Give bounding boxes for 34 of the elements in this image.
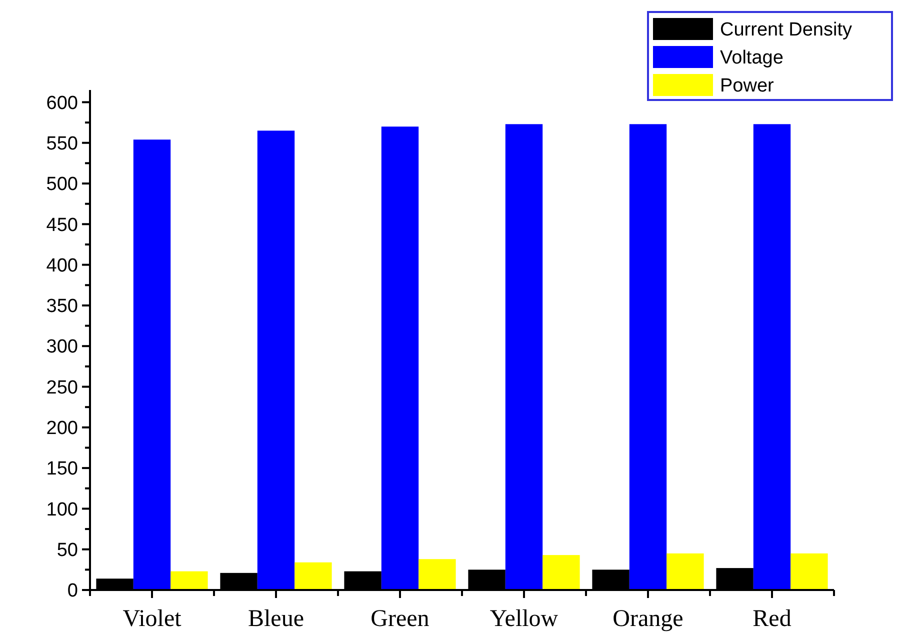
y-tick-label: 0 — [67, 580, 78, 602]
y-tick-label: 400 — [46, 255, 78, 276]
y-tick-label: 300 — [46, 336, 78, 358]
legend-label: Current Density — [720, 20, 852, 41]
y-tick-label: 150 — [46, 458, 78, 480]
bar — [790, 553, 828, 590]
y-tick-label: 50 — [56, 540, 78, 561]
x-tick-label: Orange — [612, 606, 684, 632]
bar — [753, 124, 791, 590]
x-tick-label: Green — [370, 606, 430, 632]
y-tick-label: 200 — [46, 418, 78, 440]
x-tick-label: Red — [752, 606, 792, 632]
y-tick-label: 550 — [46, 133, 78, 154]
y-tick-label: 450 — [46, 214, 78, 236]
y-tick-label: 500 — [46, 174, 78, 196]
bar — [629, 124, 667, 590]
y-tick-label: 100 — [46, 499, 78, 520]
legend-label: Voltage — [720, 48, 784, 69]
bar — [381, 126, 419, 590]
bar — [418, 559, 456, 590]
bar — [257, 130, 295, 590]
bar — [294, 562, 332, 590]
legend-label: Power — [720, 76, 775, 97]
bar — [133, 140, 171, 590]
bar — [542, 555, 580, 590]
x-tick-label: Bleue — [248, 606, 304, 632]
bar — [666, 553, 704, 590]
y-tick-label: 600 — [46, 92, 78, 114]
bar — [505, 124, 543, 590]
x-tick-label: Yellow — [490, 606, 559, 632]
y-tick-label: 250 — [46, 377, 78, 398]
x-tick-label: Violet — [122, 606, 182, 632]
y-tick-label: 350 — [46, 296, 78, 318]
bar — [170, 571, 208, 590]
